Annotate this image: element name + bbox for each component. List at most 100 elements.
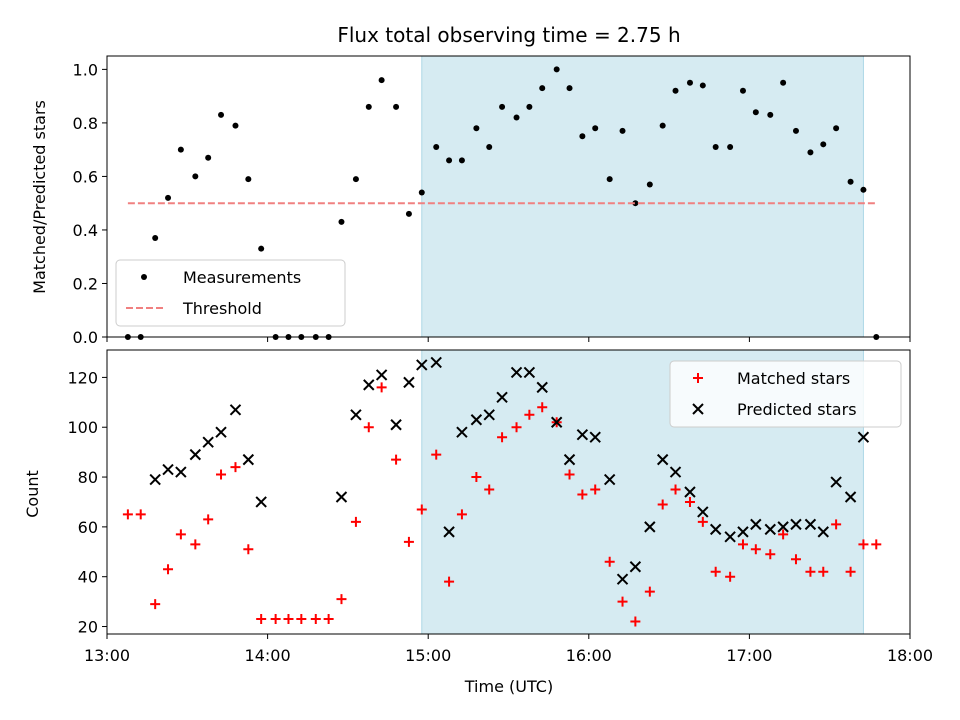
x-tick-label: 13:00 [84, 646, 130, 665]
predicted-star-point [403, 376, 415, 389]
y-tick-label: 100 [67, 418, 98, 437]
measurement-point [807, 149, 814, 156]
matched-star-point [283, 614, 294, 625]
matched-star-point [431, 449, 442, 460]
y-tick-label: 60 [78, 518, 98, 537]
predicted-star-point [589, 431, 601, 443]
measurement-point [699, 82, 706, 89]
matched-star-point [845, 566, 856, 577]
matched-star-point [644, 586, 655, 597]
measurement-point [177, 146, 184, 153]
predicted-star-point [804, 518, 817, 531]
matched-star-point [122, 509, 133, 520]
measurement-point [352, 176, 359, 183]
measurement-point [486, 143, 493, 150]
measurement-point [579, 133, 586, 140]
predicted-star-point [375, 369, 388, 381]
observing-window-shade [421, 55, 864, 338]
predicted-star-point [523, 366, 536, 379]
matched-star-point [456, 509, 467, 520]
predicted-star-point [737, 526, 749, 538]
matched-star-point [590, 484, 601, 495]
chart-title: Flux total observing time = 2.75 h [337, 23, 680, 47]
predicted-star-point [576, 428, 589, 441]
measurement-point [499, 103, 506, 110]
measurement-point [619, 127, 626, 134]
matched-star-point [175, 529, 186, 540]
measurement-point [566, 85, 573, 92]
top-y-axis-label: Matched/Predicted stars [30, 100, 49, 294]
matched-star-point [484, 484, 495, 495]
predicted-star-point [215, 426, 227, 438]
measurement-point [365, 103, 372, 110]
matched-star-point [524, 409, 535, 420]
matched-star-point [790, 554, 801, 565]
predicted-star-point [430, 356, 442, 369]
predicted-star-point [363, 379, 375, 391]
matched-star-point [805, 566, 816, 577]
predicted-star-point [644, 521, 656, 533]
predicted-star-point [390, 419, 402, 431]
measurement-point [513, 114, 520, 121]
predicted-star-point [563, 453, 576, 466]
axes-frame [106, 55, 911, 338]
measurement-point [646, 181, 653, 188]
matched-star-point [564, 469, 575, 480]
predicted-star-point [709, 523, 722, 536]
predicted-star-point [629, 561, 642, 573]
matched-star-point [163, 564, 174, 575]
matched-star-point [471, 472, 482, 483]
legend: Measurements Threshold [115, 259, 346, 327]
matched-star-point [363, 422, 374, 433]
matched-star-point [697, 516, 708, 527]
predicted-star-point [550, 416, 563, 428]
legend-matched-swatch [693, 373, 703, 383]
predicted-star-point [162, 463, 174, 476]
x-tick-label: 17:00 [726, 646, 772, 665]
y-tick-label: 80 [78, 468, 98, 487]
y-tick-label: 120 [67, 368, 98, 387]
predicted-star-point [777, 521, 789, 533]
matched-star-point [684, 496, 695, 507]
measurement-point [847, 178, 854, 185]
matched-star-point [243, 544, 254, 555]
measurement-point [752, 109, 759, 116]
measurement-point [592, 125, 599, 132]
predicted-star-point [443, 526, 455, 538]
matched-star-point [670, 484, 681, 495]
measurement-point [553, 66, 560, 73]
matched-star-point [350, 516, 361, 527]
legend-label: Threshold [182, 299, 262, 318]
legend: Matched stars Predicted stars [669, 360, 902, 428]
matched-star-point [323, 614, 334, 625]
x-tick-label: 16:00 [566, 646, 612, 665]
x-tick-label: 14:00 [245, 646, 291, 665]
predicted-star-point [149, 473, 161, 486]
matched-star-point [710, 566, 721, 577]
y-tick-label: 0.8 [73, 114, 98, 133]
predicted-star-point [350, 409, 362, 421]
predicted-star-point [229, 404, 242, 416]
measurement-point [820, 141, 827, 148]
matched-star-point [310, 614, 321, 625]
measurement-point [205, 154, 212, 161]
axes-frame [106, 349, 911, 635]
matched-star-point [617, 596, 628, 607]
x-tick-label: 18:00 [887, 646, 933, 665]
measurement-point [405, 210, 412, 217]
predicted-star-point [335, 491, 348, 503]
matched-star-point [871, 539, 882, 550]
measurement-point [712, 143, 719, 150]
measurement-point [232, 122, 239, 129]
predicted-star-point [697, 506, 709, 518]
legend-label: Predicted stars [737, 400, 857, 419]
matched-star-point [537, 402, 548, 413]
matched-star-point [831, 519, 842, 530]
measurement-point [338, 218, 345, 225]
measurement-point [780, 79, 787, 86]
measurement-point [152, 234, 159, 241]
matched-star-point [750, 544, 761, 555]
measurement-point [433, 143, 440, 150]
predicted-star-point [603, 473, 616, 486]
